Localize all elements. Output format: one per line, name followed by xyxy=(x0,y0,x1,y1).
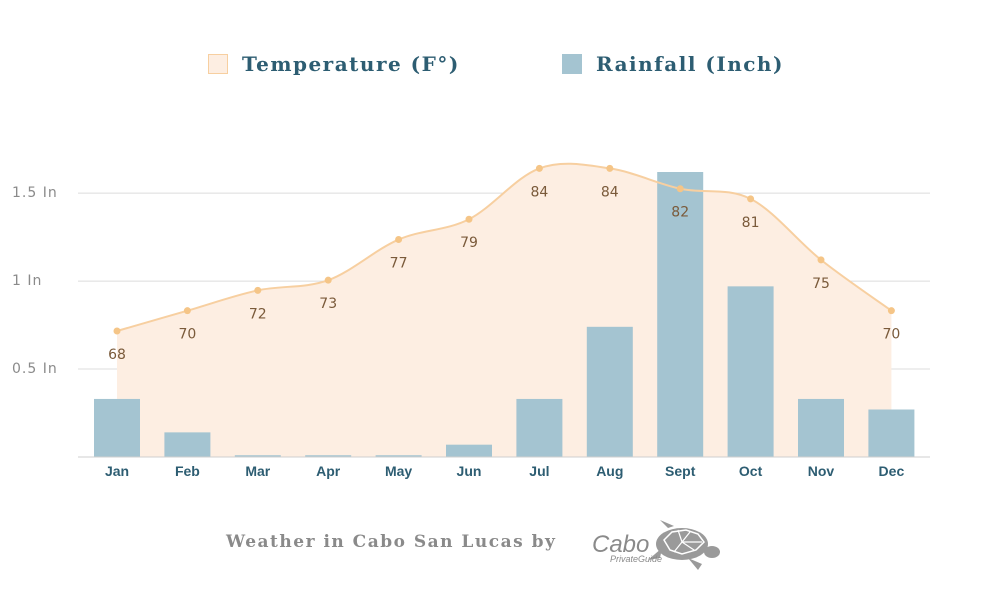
temperature-data-label: 79 xyxy=(460,235,478,251)
x-tick-label-aug: Aug xyxy=(596,463,623,479)
temperature-swatch xyxy=(208,54,228,74)
temperature-data-label: 77 xyxy=(390,256,408,272)
x-tick-label-nov: Nov xyxy=(808,463,835,479)
x-tick-label-apr: Apr xyxy=(316,463,341,479)
temperature-point-sept xyxy=(676,185,684,193)
legend-item-rainfall[interactable]: Rainfall (Inch) xyxy=(562,48,784,80)
rainfall-bar-may xyxy=(375,455,422,457)
rainfall-bar-oct xyxy=(727,286,774,457)
legend-label-temperature: Temperature (F°) xyxy=(242,52,460,76)
chart-footer: Weather in Cabo San Lucas by Cabo Privat… xyxy=(0,520,992,570)
y-tick-label: 1 In xyxy=(12,273,42,289)
logo-sub-text: PrivateGuide xyxy=(610,554,662,564)
temperature-data-label: 81 xyxy=(742,215,760,231)
temperature-point-oct xyxy=(747,195,755,203)
rainfall-bar-nov xyxy=(798,398,844,457)
x-tick-label-jun: Jun xyxy=(457,463,482,479)
temperature-point-dec xyxy=(887,307,895,315)
x-tick-label-mar: Mar xyxy=(245,463,270,479)
legend-label-rainfall: Rainfall (Inch) xyxy=(596,52,784,76)
rainfall-bar-dec xyxy=(868,409,915,457)
temperature-data-label: 82 xyxy=(671,205,689,221)
temperature-data-label: 84 xyxy=(601,184,619,200)
rainfall-bar-jan xyxy=(94,398,140,457)
x-tick-label-oct: Oct xyxy=(739,463,763,479)
rainfall-swatch xyxy=(562,54,582,74)
legend-item-temperature[interactable]: Temperature (F°) xyxy=(208,48,460,80)
rainfall-bar-feb xyxy=(164,432,211,457)
rainfall-bar-apr xyxy=(305,455,352,457)
temperature-point-jun xyxy=(465,215,473,223)
temperature-data-label: 75 xyxy=(812,276,830,292)
rainfall-bar-jul xyxy=(516,398,563,457)
temperature-point-aug xyxy=(606,164,614,172)
cabo-private-guide-logo: Cabo PrivateGuide xyxy=(592,520,720,570)
x-tick-label-jul: Jul xyxy=(529,463,549,479)
y-tick-label: 1.5 In xyxy=(12,185,58,201)
temperature-data-label: 84 xyxy=(530,184,548,200)
temperature-point-jan xyxy=(113,327,121,335)
x-tick-label-dec: Dec xyxy=(879,463,905,479)
temperature-data-label: 70 xyxy=(178,327,196,343)
chart-legend: Temperature (F°) Rainfall (Inch) xyxy=(0,48,992,80)
temperature-data-label: 70 xyxy=(882,327,900,343)
logo-main-text: Cabo xyxy=(592,531,649,558)
rainfall-bar-jun xyxy=(446,444,492,457)
y-tick-label: 0.5 In xyxy=(12,361,58,377)
turtle-icon xyxy=(648,520,720,570)
x-tick-label-may: May xyxy=(385,463,412,479)
x-tick-label-jan: Jan xyxy=(105,463,129,479)
temperature-point-nov xyxy=(817,256,825,264)
rainfall-bar-mar xyxy=(234,455,281,457)
temperature-area xyxy=(117,163,892,458)
rainfall-bar-aug xyxy=(586,326,633,457)
temperature-data-label: 68 xyxy=(108,347,126,363)
temperature-point-mar xyxy=(254,286,262,294)
x-tick-label-feb: Feb xyxy=(175,463,200,479)
x-tick-label-sept: Sept xyxy=(665,463,696,479)
temperature-point-feb xyxy=(183,307,191,315)
temperature-point-apr xyxy=(324,276,332,284)
temperature-data-label: 72 xyxy=(249,306,267,322)
temperature-point-may xyxy=(395,236,403,244)
rainfall-bar-sept xyxy=(657,172,704,457)
temperature-point-jul xyxy=(535,164,543,172)
temperature-data-label: 73 xyxy=(319,296,337,312)
footer-text: Weather in Cabo San Lucas by xyxy=(226,532,557,552)
